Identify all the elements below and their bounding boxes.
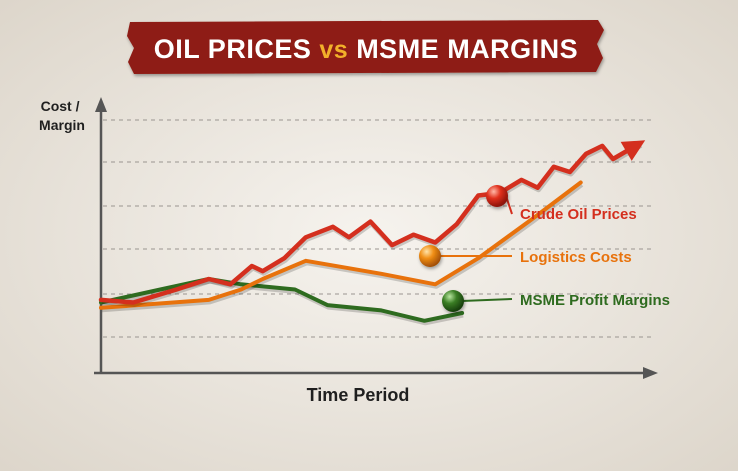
crude-oil-prices-label: Crude Oil Prices	[520, 206, 637, 223]
title-banner	[127, 20, 604, 74]
title-vs: vs	[319, 36, 348, 64]
msme-profit-margins-label: MSME Profit Margins	[520, 292, 670, 309]
logistics-costs-line	[99, 180, 583, 310]
title-part-1: OIL PRICES	[154, 34, 312, 64]
logistics-costs-marker	[419, 245, 441, 267]
crude-oil-prices-arrowhead	[620, 140, 646, 161]
series-layer	[98, 140, 646, 326]
y-axis-label-line-1: Cost /	[41, 98, 80, 114]
y-axis-label: Cost / Margin	[39, 98, 85, 133]
logistics-costs-label: Logistics Costs	[520, 249, 632, 266]
axes	[94, 97, 658, 379]
crude-oil-prices-line	[98, 141, 643, 305]
series-labels: Crude Oil Prices Logistics Costs MSME Prof…	[419, 185, 670, 312]
y-axis-arrow	[95, 97, 107, 112]
crude-oil-prices-marker	[486, 185, 508, 207]
msme-profit-margins-leader-line	[461, 298, 513, 302]
title-banner-background	[127, 20, 604, 74]
x-axis-label: Time Period	[307, 385, 410, 405]
y-axis-label-line-2: Margin	[39, 117, 85, 133]
msme-profit-margins-marker	[442, 290, 464, 312]
grid-lines	[103, 119, 655, 338]
chart-title: OIL PRICES vs MSME MARGINS	[154, 34, 578, 64]
title-part-2: MSME MARGINS	[356, 34, 578, 64]
x-axis-arrow	[643, 367, 658, 379]
